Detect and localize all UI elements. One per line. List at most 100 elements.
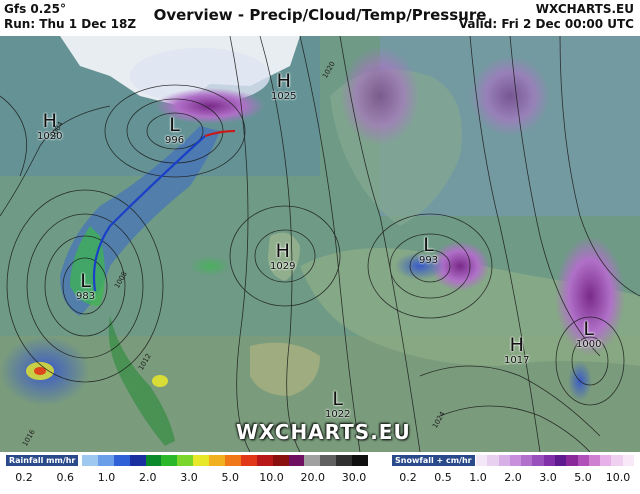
- pressure-value: 1000: [576, 339, 602, 350]
- pressure-value: 1020: [37, 131, 63, 142]
- model-label: Gfs 0.25°: [4, 2, 66, 16]
- rain-legend-swatch: [161, 455, 178, 466]
- snow-legend-swatch: [554, 455, 567, 466]
- pressure-center: L 983: [76, 270, 96, 303]
- rain-legend-title: Rainfall mm/hr: [6, 455, 79, 466]
- rain-legend-swatch: [177, 455, 194, 466]
- cold-front: [92, 135, 206, 292]
- pressure-center: H 1017: [504, 334, 530, 367]
- rain-legend-swatch: [304, 455, 321, 466]
- pressure-symbol: L: [169, 114, 180, 136]
- snow-legend-tick: 1.0: [469, 471, 487, 484]
- snow-legend-tick: 0.2: [399, 471, 417, 484]
- snow-legend-ticks: 0.2 0.5 1.0 2.0 3.0 5.0 10.0: [392, 471, 634, 487]
- header: Gfs 0.25° Run: Thu 1 Dec 18Z Overview - …: [0, 0, 640, 36]
- rain-legend-swatch: [272, 455, 289, 466]
- pressure-symbol: L: [332, 388, 344, 410]
- rain-legend-tick: 3.0: [180, 471, 198, 484]
- rain-core-983: [70, 226, 105, 306]
- snow-legend-swatch: [588, 455, 601, 466]
- iberia: [250, 342, 320, 396]
- weather-map: H 1020 L 996 H 1025 H 1029 L 983 L 993 H…: [0, 36, 640, 452]
- snow-legend-tick: 0.5: [434, 471, 452, 484]
- rain-legend-swatch: [113, 455, 130, 466]
- rain-legend-swatch: [256, 455, 273, 466]
- snow-legend-swatch: [577, 455, 589, 466]
- pressure-center: L 993: [419, 234, 439, 267]
- pressure-center: L 1000: [576, 318, 602, 351]
- rain-legend-swatch: [82, 455, 98, 466]
- warm-front: [204, 129, 236, 138]
- chart-title: Overview - Precip/Cloud/Temp/Pressure: [153, 6, 487, 24]
- rain-legend-tick: 10.0: [259, 471, 284, 484]
- pressure-center: H 1025: [271, 70, 296, 103]
- snow-legend-title: Snowfall + cm/hr: [392, 455, 475, 466]
- rain-legend-tick: 20.0: [300, 471, 326, 484]
- snow-area-north: [470, 56, 550, 136]
- pressure-value: 1022: [325, 409, 351, 420]
- snow-legend-tick: 3.0: [539, 471, 557, 484]
- map-canvas: [0, 36, 640, 452]
- pressure-center: L 1022: [325, 388, 351, 421]
- rain-intense-core: [34, 367, 46, 375]
- rain-legend-swatch: [240, 455, 257, 466]
- rain-legend-swatch: [352, 455, 369, 466]
- pressure-symbol: H: [509, 334, 524, 356]
- rain-legend-tick: 2.0: [139, 471, 157, 484]
- rain-legend-tick: 5.0: [221, 471, 240, 484]
- snow-legend-swatch: [487, 455, 499, 466]
- snow-legend-swatch: [521, 455, 533, 466]
- watermark: WXCHARTS.EU: [236, 420, 411, 444]
- pressure-symbol: L: [80, 270, 91, 292]
- pressure-symbol: H: [42, 110, 57, 132]
- snow-legend-swatch: [532, 455, 544, 466]
- pressure-center: H 1020: [37, 110, 63, 143]
- pressure-value: 996: [165, 135, 185, 146]
- rain-legend-swatch: [145, 455, 162, 466]
- rain-legend-swatch: [288, 455, 305, 466]
- snow-legend-swatch: [600, 455, 612, 466]
- rain-legend-swatch: [97, 455, 114, 466]
- pressure-symbol: L: [583, 318, 595, 340]
- rain-heavy-core-2: [152, 375, 168, 387]
- snow-legend-tick: 2.0: [504, 471, 522, 484]
- snow-legend-swatch: [498, 455, 510, 466]
- rain-legend-swatch: [209, 455, 226, 466]
- rain-legend-swatch: [193, 455, 210, 466]
- pressure-symbol: H: [276, 70, 291, 92]
- rain-legend-tick: 0.2: [15, 471, 33, 484]
- snow-area-norway: [340, 46, 420, 146]
- shower-area: [190, 256, 230, 276]
- rain-legend-tick: 30.0: [341, 471, 367, 484]
- run-label: Run: Thu 1 Dec 18Z: [4, 17, 137, 31]
- pressure-value: 993: [419, 255, 439, 266]
- rain-legend-tick: 0.6: [56, 471, 75, 484]
- pressure-value: 983: [76, 291, 96, 302]
- snow-legend-swatch: [509, 455, 522, 466]
- pressure-symbol: L: [423, 234, 434, 256]
- snow-legend-swatch: [622, 455, 634, 466]
- snow-legend-bar: [476, 455, 634, 466]
- snow-legend-tick: 5.0: [574, 471, 592, 484]
- rain-legend-swatch: [129, 455, 146, 466]
- snow-area-east: [555, 236, 625, 356]
- pressure-value: 1017: [504, 355, 530, 366]
- rain-area-993: [395, 252, 445, 280]
- rain-legend-swatch: [336, 455, 353, 466]
- snow-legend-swatch: [543, 455, 555, 466]
- snow-legend-swatch: [611, 455, 623, 466]
- valid-time-label: Valid: Fri 2 Dec 00:00 UTC: [458, 17, 634, 31]
- snow-area-baltic: [430, 241, 490, 291]
- rain-legend-tick: 1.0: [97, 471, 116, 484]
- snow-legend-swatch: [476, 455, 488, 466]
- pressure-symbol: H: [275, 240, 290, 262]
- pressure-value: 1029: [270, 261, 296, 272]
- rain-legend-swatch: [320, 455, 337, 466]
- site-label: WXCHARTS.EU: [535, 2, 634, 16]
- pressure-center: H 1029: [270, 240, 296, 273]
- rain-legend-ticks: 0.2 0.6 1.0 2.0 3.0 5.0 10.0 20.0 30.0: [6, 471, 368, 487]
- legend-area: Rainfall mm/hr 0.2 0.6 1.0 2.0 3.0 5.0 10.0 20.…: [0, 452, 640, 494]
- snow-legend-swatch: [566, 455, 578, 466]
- snow-legend-tick: 10.0: [605, 471, 631, 484]
